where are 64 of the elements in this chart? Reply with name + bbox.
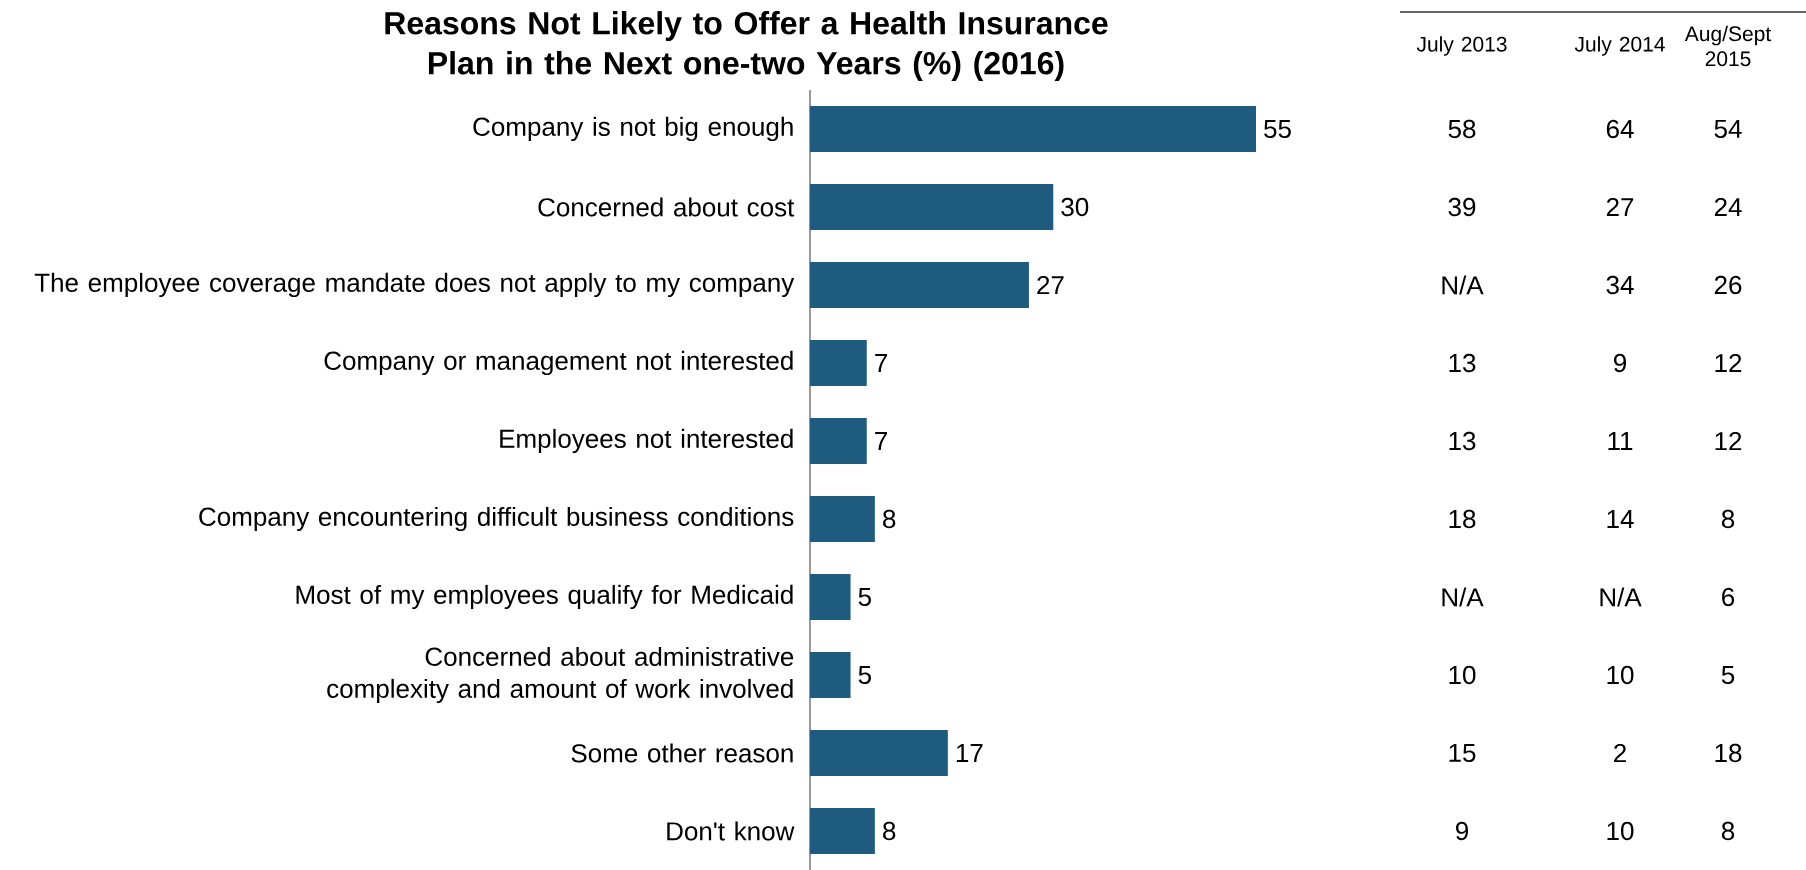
bar xyxy=(810,106,1256,152)
text: 8 xyxy=(1721,821,1735,841)
bar xyxy=(810,262,1029,308)
bar xyxy=(810,496,875,543)
y-tick-label: Company encountering difficult business conditions xyxy=(199,506,794,532)
y-tick-label: Don't know xyxy=(667,821,795,841)
bar xyxy=(810,808,875,855)
text: 11 xyxy=(1608,432,1633,450)
text: N/A xyxy=(1600,587,1642,607)
data-label: 8 xyxy=(883,509,896,529)
text: 6 xyxy=(1722,587,1735,607)
text: 14 xyxy=(1607,510,1634,528)
text: 9 xyxy=(1456,821,1469,841)
text: N/A xyxy=(1442,587,1484,607)
chart-title: Reasons Not Likely to Offer a Health Insurance Plan in the Next one-two Years (%) (2016) xyxy=(385,11,1108,81)
y-tick-label: Concerned about administrative complexity and amount of work involved xyxy=(327,646,794,704)
data-label: 7 xyxy=(875,354,887,372)
text: 15 xyxy=(1449,743,1476,763)
y-tick-label: Concerned about cost xyxy=(538,197,795,217)
y-tick-label: Most of my employees qualify for Medicaid xyxy=(296,584,793,610)
text: 18 xyxy=(1715,743,1742,763)
text: 13 xyxy=(1449,353,1476,373)
text: 8 xyxy=(1721,509,1735,529)
y-tick-label: Company or management not interested xyxy=(324,350,793,376)
bar xyxy=(810,418,867,464)
text: N/A xyxy=(1442,275,1484,295)
bar xyxy=(810,652,851,698)
text: 10 xyxy=(1607,821,1634,841)
text: July 2014 xyxy=(1574,36,1665,56)
y-tick-label: Some other reason xyxy=(571,743,793,763)
text: 39 xyxy=(1448,197,1476,217)
text: 64 xyxy=(1606,119,1634,139)
bar xyxy=(810,574,851,621)
data-label: 8 xyxy=(883,821,896,841)
data-label: 5 xyxy=(858,587,871,607)
data-label: 17 xyxy=(956,744,983,762)
text: 10 xyxy=(1449,665,1476,685)
y-tick-label: Company is not big enough xyxy=(473,116,793,142)
text: 26 xyxy=(1714,275,1742,295)
text: 10 xyxy=(1607,665,1634,685)
data-label: 55 xyxy=(1264,119,1291,139)
data-label: 7 xyxy=(875,432,887,450)
bar xyxy=(810,730,948,776)
y-tick-label: Employees not interested xyxy=(500,428,793,454)
text: 2 xyxy=(1614,743,1626,763)
text: 54 xyxy=(1714,119,1742,139)
data-label: 27 xyxy=(1037,275,1064,295)
text: Aug/Sept 2015 xyxy=(1684,25,1772,67)
text: 27 xyxy=(1606,197,1634,217)
text: 13 xyxy=(1449,431,1476,451)
text: 34 xyxy=(1606,275,1634,295)
y-tick-label: The employee coverage mandate does not apply to my company xyxy=(34,272,795,298)
text: July 2013 xyxy=(1416,36,1507,56)
text: 58 xyxy=(1448,119,1476,139)
data-label: 30 xyxy=(1061,197,1089,217)
text: 24 xyxy=(1714,197,1742,217)
text: 18 xyxy=(1449,509,1476,529)
text: 12 xyxy=(1715,431,1742,451)
bar xyxy=(810,184,1054,231)
text: 9 xyxy=(1614,353,1627,373)
data-label: 5 xyxy=(858,665,871,685)
text: 12 xyxy=(1715,353,1742,373)
bar xyxy=(810,340,867,386)
text: 5 xyxy=(1721,665,1735,685)
